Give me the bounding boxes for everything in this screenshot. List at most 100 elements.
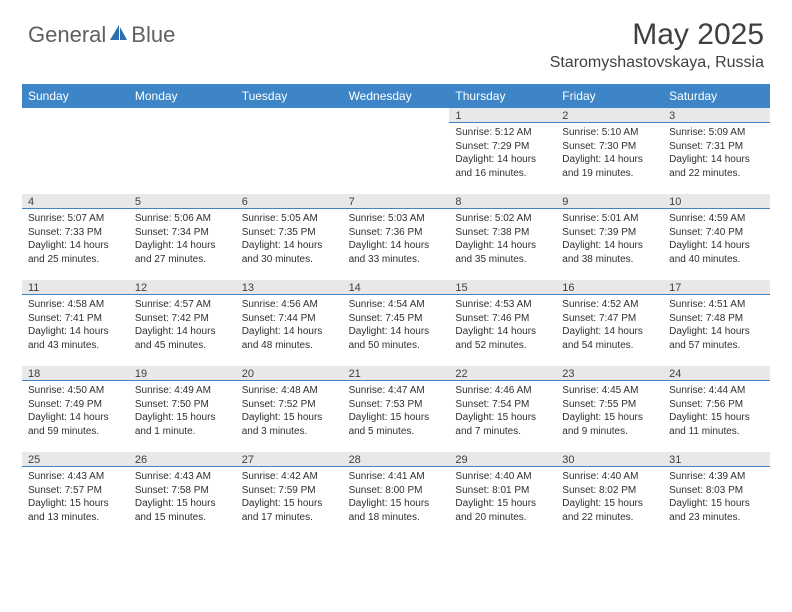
day-number: 3	[663, 108, 770, 123]
weekday-header: Wednesday	[343, 84, 450, 108]
daylight-text: Daylight: 14 hours and 48 minutes.	[242, 325, 337, 352]
day-number: 10	[663, 194, 770, 209]
day-cell	[236, 108, 343, 194]
day-details: Sunrise: 4:57 AMSunset: 7:42 PMDaylight:…	[129, 295, 236, 356]
day-cell: 29Sunrise: 4:40 AMSunset: 8:01 PMDayligh…	[449, 452, 556, 538]
sunrise-text: Sunrise: 4:42 AM	[242, 470, 337, 484]
week-row: 18Sunrise: 4:50 AMSunset: 7:49 PMDayligh…	[22, 366, 770, 452]
day-details: Sunrise: 4:41 AMSunset: 8:00 PMDaylight:…	[343, 467, 450, 528]
sunset-text: Sunset: 7:53 PM	[349, 398, 444, 412]
weekday-header: Saturday	[663, 84, 770, 108]
day-number: 12	[129, 280, 236, 295]
day-cell: 9Sunrise: 5:01 AMSunset: 7:39 PMDaylight…	[556, 194, 663, 280]
sunset-text: Sunset: 7:35 PM	[242, 226, 337, 240]
daylight-text: Daylight: 14 hours and 57 minutes.	[669, 325, 764, 352]
sunset-text: Sunset: 7:39 PM	[562, 226, 657, 240]
sunset-text: Sunset: 7:50 PM	[135, 398, 230, 412]
day-number: 30	[556, 452, 663, 467]
day-number: 23	[556, 366, 663, 381]
day-details: Sunrise: 5:01 AMSunset: 7:39 PMDaylight:…	[556, 209, 663, 270]
sunset-text: Sunset: 7:38 PM	[455, 226, 550, 240]
sunrise-text: Sunrise: 5:09 AM	[669, 126, 764, 140]
day-details: Sunrise: 4:40 AMSunset: 8:01 PMDaylight:…	[449, 467, 556, 528]
day-cell: 17Sunrise: 4:51 AMSunset: 7:48 PMDayligh…	[663, 280, 770, 366]
sunset-text: Sunset: 7:49 PM	[28, 398, 123, 412]
day-number: 2	[556, 108, 663, 123]
daylight-text: Daylight: 14 hours and 54 minutes.	[562, 325, 657, 352]
day-details: Sunrise: 5:05 AMSunset: 7:35 PMDaylight:…	[236, 209, 343, 270]
sunrise-text: Sunrise: 4:59 AM	[669, 212, 764, 226]
day-number: 13	[236, 280, 343, 295]
day-details: Sunrise: 4:49 AMSunset: 7:50 PMDaylight:…	[129, 381, 236, 442]
day-cell: 28Sunrise: 4:41 AMSunset: 8:00 PMDayligh…	[343, 452, 450, 538]
day-details: Sunrise: 4:44 AMSunset: 7:56 PMDaylight:…	[663, 381, 770, 442]
day-cell: 11Sunrise: 4:58 AMSunset: 7:41 PMDayligh…	[22, 280, 129, 366]
day-cell: 12Sunrise: 4:57 AMSunset: 7:42 PMDayligh…	[129, 280, 236, 366]
calendar: SundayMondayTuesdayWednesdayThursdayFrid…	[22, 84, 770, 538]
day-cell: 8 Sunrise: 5:02 AMSunset: 7:38 PMDaylight…	[449, 194, 556, 280]
day-details: Sunrise: 4:40 AMSunset: 8:02 PMDaylight:…	[556, 467, 663, 528]
day-cell: 23Sunrise: 4:45 AMSunset: 7:55 PMDayligh…	[556, 366, 663, 452]
daylight-text: Daylight: 14 hours and 35 minutes.	[455, 239, 550, 266]
day-cell: 7Sunrise: 5:03 AMSunset: 7:36 PMDaylight…	[343, 194, 450, 280]
sunset-text: Sunset: 7:33 PM	[28, 226, 123, 240]
week-row: 25Sunrise: 4:43 AMSunset: 7:57 PMDayligh…	[22, 452, 770, 538]
daylight-text: Daylight: 15 hours and 15 minutes.	[135, 497, 230, 524]
sunrise-text: Sunrise: 4:54 AM	[349, 298, 444, 312]
week-row: 1Sunrise: 5:12 AMSunset: 7:29 PMDaylight…	[22, 108, 770, 194]
daylight-text: Daylight: 15 hours and 23 minutes.	[669, 497, 764, 524]
sunrise-text: Sunrise: 5:03 AM	[349, 212, 444, 226]
sunset-text: Sunset: 8:03 PM	[669, 484, 764, 498]
sunset-text: Sunset: 7:40 PM	[669, 226, 764, 240]
day-details: Sunrise: 4:43 AMSunset: 7:58 PMDaylight:…	[129, 467, 236, 528]
daylight-text: Daylight: 15 hours and 3 minutes.	[242, 411, 337, 438]
sunrise-text: Sunrise: 4:43 AM	[135, 470, 230, 484]
day-details: Sunrise: 4:53 AMSunset: 7:46 PMDaylight:…	[449, 295, 556, 356]
sunset-text: Sunset: 7:29 PM	[455, 140, 550, 154]
sunset-text: Sunset: 7:55 PM	[562, 398, 657, 412]
day-details: Sunrise: 4:39 AMSunset: 8:03 PMDaylight:…	[663, 467, 770, 528]
month-title: May 2025	[550, 18, 764, 52]
sunset-text: Sunset: 7:44 PM	[242, 312, 337, 326]
sunrise-text: Sunrise: 5:02 AM	[455, 212, 550, 226]
sunrise-text: Sunrise: 4:39 AM	[669, 470, 764, 484]
sunset-text: Sunset: 7:41 PM	[28, 312, 123, 326]
day-details: Sunrise: 4:52 AMSunset: 7:47 PMDaylight:…	[556, 295, 663, 356]
day-number: 8	[449, 194, 556, 209]
day-details: Sunrise: 4:54 AMSunset: 7:45 PMDaylight:…	[343, 295, 450, 356]
sunrise-text: Sunrise: 4:52 AM	[562, 298, 657, 312]
day-details: Sunrise: 5:09 AMSunset: 7:31 PMDaylight:…	[663, 123, 770, 184]
day-cell: 6Sunrise: 5:05 AMSunset: 7:35 PMDaylight…	[236, 194, 343, 280]
day-cell: 24Sunrise: 4:44 AMSunset: 7:56 PMDayligh…	[663, 366, 770, 452]
day-cell: 25Sunrise: 4:43 AMSunset: 7:57 PMDayligh…	[22, 452, 129, 538]
day-details: Sunrise: 4:46 AMSunset: 7:54 PMDaylight:…	[449, 381, 556, 442]
daylight-text: Daylight: 15 hours and 22 minutes.	[562, 497, 657, 524]
day-details: Sunrise: 4:51 AMSunset: 7:48 PMDaylight:…	[663, 295, 770, 356]
day-number: 21	[343, 366, 450, 381]
sunrise-text: Sunrise: 5:01 AM	[562, 212, 657, 226]
sunrise-text: Sunrise: 4:41 AM	[349, 470, 444, 484]
weekday-header: Tuesday	[236, 84, 343, 108]
sunset-text: Sunset: 7:54 PM	[455, 398, 550, 412]
sunset-text: Sunset: 7:36 PM	[349, 226, 444, 240]
day-details: Sunrise: 5:10 AMSunset: 7:30 PMDaylight:…	[556, 123, 663, 184]
sunrise-text: Sunrise: 4:51 AM	[669, 298, 764, 312]
sunrise-text: Sunrise: 4:57 AM	[135, 298, 230, 312]
day-number: 24	[663, 366, 770, 381]
day-number: 18	[22, 366, 129, 381]
day-cell: 22Sunrise: 4:46 AMSunset: 7:54 PMDayligh…	[449, 366, 556, 452]
sunrise-text: Sunrise: 4:46 AM	[455, 384, 550, 398]
daylight-text: Daylight: 14 hours and 38 minutes.	[562, 239, 657, 266]
day-cell: 19Sunrise: 4:49 AMSunset: 7:50 PMDayligh…	[129, 366, 236, 452]
daylight-text: Daylight: 15 hours and 13 minutes.	[28, 497, 123, 524]
sunset-text: Sunset: 7:45 PM	[349, 312, 444, 326]
day-number: 29	[449, 452, 556, 467]
page-header: General Blue May 2025 Staromyshastovskay…	[0, 0, 792, 80]
day-number: 14	[343, 280, 450, 295]
day-number: 9	[556, 194, 663, 209]
daylight-text: Daylight: 14 hours and 16 minutes.	[455, 153, 550, 180]
day-details: Sunrise: 4:45 AMSunset: 7:55 PMDaylight:…	[556, 381, 663, 442]
day-number: 28	[343, 452, 450, 467]
sunrise-text: Sunrise: 4:44 AM	[669, 384, 764, 398]
day-cell: 16Sunrise: 4:52 AMSunset: 7:47 PMDayligh…	[556, 280, 663, 366]
